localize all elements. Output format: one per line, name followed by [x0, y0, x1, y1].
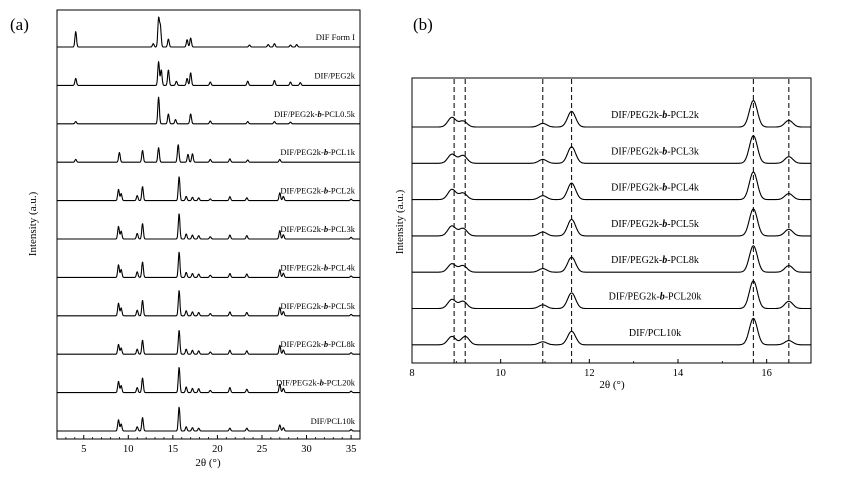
panel-b-series-label: DIF/PCL10k — [629, 328, 681, 339]
panel-a-x-tick-label: 25 — [257, 444, 268, 455]
panel-b-series-dif-peg2k-b-pcl8k — [411, 245, 812, 273]
panel-b-series-label: DIF/PEG2k-b-PCL20k — [609, 292, 702, 303]
panel-b-chart: Intensity (a.u.) 2θ (°) 8 10 12 14 16 DIF/PEG… — [394, 77, 812, 391]
panel-a-x-tick-label: 20 — [212, 444, 223, 455]
panel-b-series-dif-peg2k-b-pcl4k — [411, 171, 812, 201]
panel-b-series-label: DIF/PEG2k-b-PCL8k — [611, 255, 699, 266]
panel-a-series-dif-peg2k-b-pcl20k — [56, 366, 361, 394]
panel-b-series-dif-peg2k-b-pcl5k — [411, 208, 812, 237]
panel-b-y-axis-title: Intensity (a.u.) — [394, 189, 406, 254]
panel-a-series-dif-peg2k-b-pcl5k — [56, 290, 361, 317]
panel-a-series-dif-peg2k-b-pcl2k — [56, 176, 361, 202]
panel-a-series-dif-peg2k-b-pcl0-5k — [56, 96, 361, 125]
panel-a-series-label: DIF/PEG2k-b-PCL1k — [280, 147, 355, 157]
panel-a-series-label: DIF/PEG2k-b-PCL0.5k — [274, 109, 356, 119]
panel-a-x-axis-title: 2θ (°) — [195, 457, 221, 469]
panel-a-series-dif-peg2k-b-pcl8k — [56, 329, 361, 355]
panel-a-series-dif-peg2k — [56, 61, 361, 86]
panel-b-frame — [411, 77, 812, 364]
panel-a-series-dif-peg2k-b-pcl1k — [56, 144, 361, 163]
panel-a-x-tick-label: 5 — [81, 444, 86, 455]
panel-a-series-label: DIF/PEG2k-b-PCL4k — [280, 262, 355, 272]
panel-a-x-tick-label: 15 — [168, 444, 179, 455]
panel-a-series-label: DIF/PEG2k — [314, 70, 355, 80]
panel-b-label: (b) — [413, 15, 433, 34]
panel-b-series-dif-peg2k-b-pcl2k — [411, 100, 812, 128]
panel-a-series-label: DIF/PEG2k-b-PCL5k — [280, 301, 355, 311]
panel-a-series-label: DIF/PCL10k — [311, 416, 356, 426]
panel-b-x-axis-title: 2θ (°) — [599, 379, 625, 391]
panel-b-series-dif-peg2k-b-pcl3k — [411, 135, 812, 164]
panel-a-series-label: DIF Form I — [316, 32, 355, 42]
panel-b-series-label: DIF/PEG2k-b-PCL4k — [611, 183, 699, 194]
panel-a-label: (a) — [10, 15, 29, 34]
panel-b-series-dif-pcl10k — [411, 317, 812, 346]
panel-a-series-dif-peg2k-b-pcl3k — [56, 213, 361, 240]
panel-b-series-label: DIF/PEG2k-b-PCL2k — [611, 110, 699, 121]
panel-b-x-tick-label: 10 — [495, 368, 506, 379]
panel-b-x-tick-label: 12 — [584, 368, 595, 379]
panel-a-series-label: DIF/PEG2k-b-PCL3k — [280, 224, 355, 234]
panel-a-series-dif-pcl10k — [56, 406, 361, 432]
panel-a-y-axis-title: Intensity (a.u.) — [27, 191, 39, 256]
panel-a-series-label: DIF/PEG2k-b-PCL2k — [280, 186, 355, 196]
panel-a-chart: Intensity (a.u.) 2θ (°) 5 10 15 20 25 30 35 DIF… — [27, 9, 361, 469]
panel-a-x-tick-label: 35 — [346, 444, 357, 455]
panel-a-x-tick-label: 30 — [301, 444, 312, 455]
panel-b-x-tick-label: 8 — [409, 368, 414, 379]
panel-b-series-label: DIF/PEG2k-b-PCL5k — [611, 219, 699, 230]
panel-b-series-dif-peg2k-b-pcl20k — [411, 280, 812, 310]
panel-b-x-tick-label: 14 — [673, 368, 684, 379]
panel-a-x-tick-label: 10 — [123, 444, 134, 455]
panel-a-series-label: DIF/PEG2k-b-PCL8k — [280, 339, 355, 349]
panel-a-series-dif-form-i — [56, 16, 361, 48]
panel-a-series-label: DIF/PEG2k-b-PCL20k — [276, 378, 356, 388]
panel-b-series-label: DIF/PEG2k-b-PCL3k — [611, 146, 699, 157]
panel-a-series-dif-peg2k-b-pcl4k — [56, 251, 361, 278]
panel-b-x-tick-label: 16 — [761, 368, 772, 379]
